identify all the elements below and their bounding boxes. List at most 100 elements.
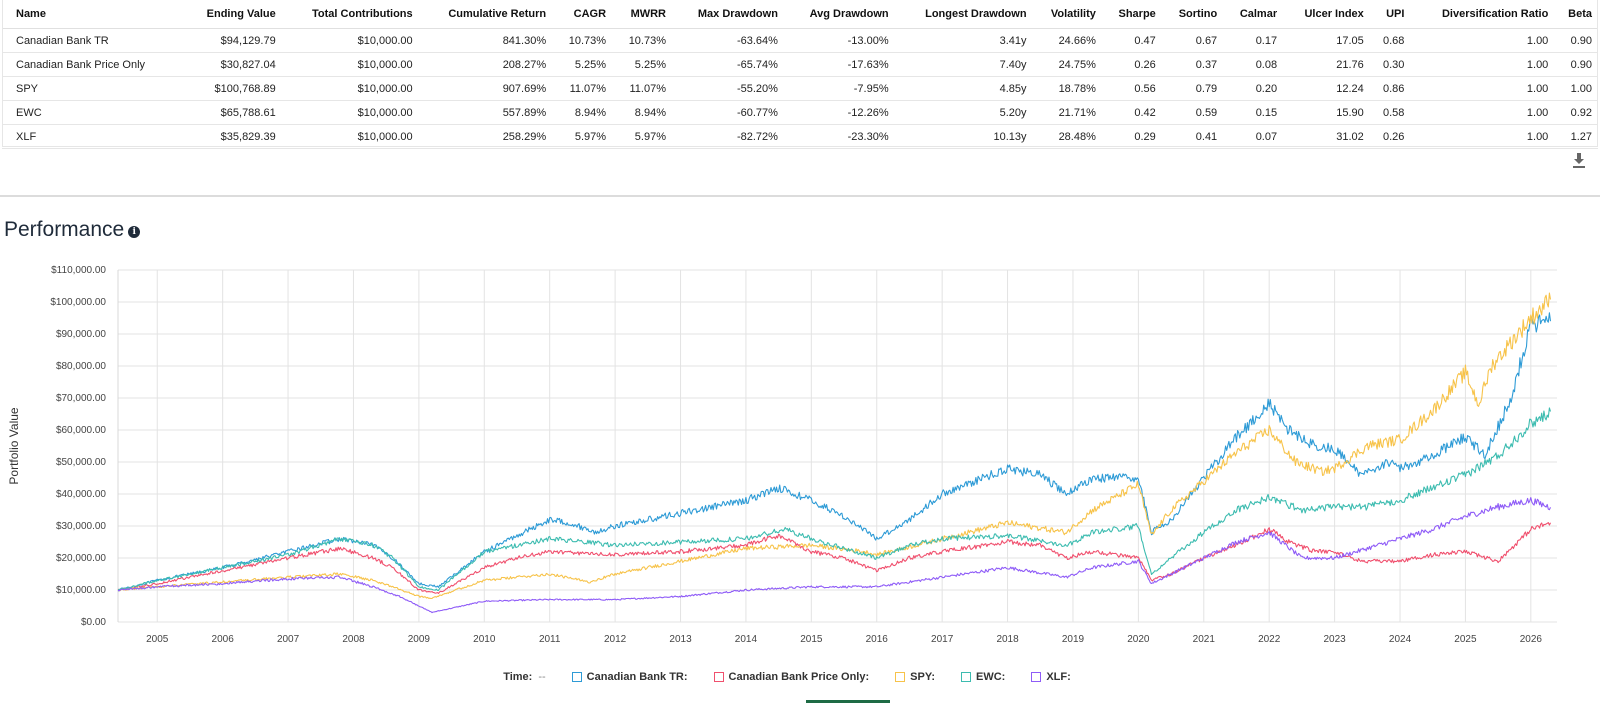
table-cell: 0.47 [1101, 28, 1162, 53]
column-header[interactable]: Beta [1554, 0, 1598, 29]
stats-header-row: Name Ending Value Total Contributions Cumul… [2, 0, 1598, 29]
x-tick-label: 2014 [735, 634, 758, 645]
table-cell: 0.59 [1161, 100, 1224, 125]
x-tick-label: 2016 [866, 634, 889, 645]
table-cell: 8.94% [552, 100, 613, 125]
table-cell: -7.95% [783, 76, 895, 101]
stats-table: Name Ending Value Total Contributions Cumul… [2, 0, 1598, 149]
table-cell: 0.20 [1223, 76, 1284, 101]
table-cell: 24.75% [1032, 52, 1102, 77]
table-cell: -23.30% [783, 124, 895, 149]
column-header[interactable]: Total Contributions [281, 0, 419, 29]
table-cell: 0.15 [1223, 100, 1284, 125]
x-tick-label: 2010 [473, 634, 496, 645]
table-cell: 1.00 [1554, 76, 1598, 101]
table-row: SPY $100,768.89 $10,000.00 907.69% 11.07% 11.… [2, 76, 1598, 101]
table-cell: $100,768.89 [183, 76, 282, 101]
table-cell: 0.90 [1554, 52, 1598, 77]
table-cell: $35,829.39 [183, 124, 282, 149]
info-icon[interactable]: i [128, 226, 141, 238]
legend-item[interactable]: SPY: [895, 671, 935, 683]
x-tick-label: 2007 [277, 634, 300, 645]
row-name-cell: SPY [2, 76, 184, 101]
column-header[interactable]: UPI [1369, 0, 1411, 29]
table-cell: 10.73% [552, 28, 613, 53]
table-row: Canadian Bank Price Only $30,827.04 $10,00… [2, 52, 1598, 77]
table-cell: 24.66% [1032, 28, 1102, 53]
x-tick-label: 2017 [931, 634, 954, 645]
table-cell: 557.89% [418, 100, 553, 125]
x-tick-label: 2023 [1323, 634, 1346, 645]
table-cell: 3.41y [894, 28, 1033, 53]
table-cell: 4.85y [894, 76, 1033, 101]
stats-table-body: Canadian Bank TR $94,129.79 $10,000.00 841.… [2, 28, 1598, 149]
series-line [117, 312, 1552, 592]
column-header[interactable]: Ending Value [183, 0, 282, 29]
table-cell: -63.64% [672, 28, 784, 53]
table-cell: $10,000.00 [281, 124, 419, 149]
row-name-cell: EWC [2, 100, 184, 125]
column-header[interactable]: CAGR [552, 0, 613, 29]
x-tick-label: 2022 [1258, 634, 1281, 645]
column-header[interactable]: Sharpe [1101, 0, 1162, 29]
x-tick-label: 2008 [342, 634, 365, 645]
y-tick-label: $60,000.00 [56, 425, 106, 436]
row-name-cell: Canadian Bank Price Only [2, 52, 184, 77]
table-cell: 1.27 [1554, 124, 1598, 149]
table-cell: 28.48% [1032, 124, 1102, 149]
legend-time: Time: -- [503, 671, 545, 683]
table-row: EWC $65,788.61 $10,000.00 557.89% 8.94% 8.94%… [2, 100, 1598, 125]
column-header[interactable]: Name [2, 0, 184, 29]
table-cell: 0.86 [1369, 76, 1411, 101]
table-cell: 11.07% [552, 76, 613, 101]
table-cell: $10,000.00 [281, 100, 419, 125]
column-header[interactable]: Diversification Ratio [1410, 0, 1555, 29]
performance-chart[interactable]: $0.00 $10,000.00 $20,000.00 $30,000.00 $40,0… [0, 255, 1600, 660]
legend-item[interactable]: XLF: [1031, 671, 1071, 683]
table-cell: 0.41 [1161, 124, 1224, 149]
table-cell: 21.76 [1283, 52, 1370, 77]
y-tick-label: $30,000.00 [56, 521, 106, 532]
y-tick-label: $70,000.00 [56, 393, 106, 404]
table-cell: -65.74% [672, 52, 784, 77]
row-name-cell: XLF [2, 124, 184, 149]
scroll-indicator[interactable] [806, 700, 890, 703]
column-header[interactable]: Ulcer Index [1283, 0, 1370, 29]
column-header[interactable]: Max Drawdown [672, 0, 784, 29]
column-header[interactable]: Avg Drawdown [783, 0, 895, 29]
legend-item[interactable]: EWC: [961, 671, 1005, 683]
table-cell: -60.77% [672, 100, 784, 125]
table-cell: $10,000.00 [281, 76, 419, 101]
y-tick-label: $20,000.00 [56, 553, 106, 564]
column-header[interactable]: Cumulative Return [418, 0, 553, 29]
table-cell: 15.90 [1283, 100, 1370, 125]
x-tick-label: 2013 [669, 634, 692, 645]
column-header[interactable]: Sortino [1161, 0, 1224, 29]
legend-swatch [961, 672, 971, 682]
table-cell: 18.78% [1032, 76, 1102, 101]
download-icon[interactable] [1571, 152, 1587, 170]
x-tick-label: 2018 [996, 634, 1019, 645]
legend-label: Canadian Bank TR: [586, 671, 688, 683]
legend-item[interactable]: Canadian Bank Price Only: [713, 671, 869, 683]
column-header[interactable]: Volatility [1032, 0, 1102, 29]
table-cell: 208.27% [418, 52, 553, 77]
table-cell: $10,000.00 [281, 28, 419, 53]
table-cell: 841.30% [418, 28, 553, 53]
table-cell: 0.08 [1223, 52, 1284, 77]
column-header[interactable]: Longest Drawdown [894, 0, 1033, 29]
legend-swatch [1031, 672, 1042, 682]
table-cell: -12.26% [783, 100, 895, 125]
table-cell: 5.25% [612, 52, 672, 77]
x-tick-label: 2024 [1389, 634, 1412, 645]
y-tick-label: $10,000.00 [56, 585, 106, 596]
table-cell: 10.73% [612, 28, 672, 53]
table-cell: 0.79 [1161, 76, 1224, 101]
column-header[interactable]: Calmar [1223, 0, 1284, 29]
legend-item[interactable]: Canadian Bank TR: [571, 671, 688, 683]
table-row: Canadian Bank TR $94,129.79 $10,000.00 841.… [2, 28, 1598, 53]
column-header[interactable]: MWRR [612, 0, 672, 29]
table-cell: -55.20% [672, 76, 784, 101]
performance-heading: Performance i [4, 218, 141, 242]
legend-label: SPY: [910, 671, 935, 683]
